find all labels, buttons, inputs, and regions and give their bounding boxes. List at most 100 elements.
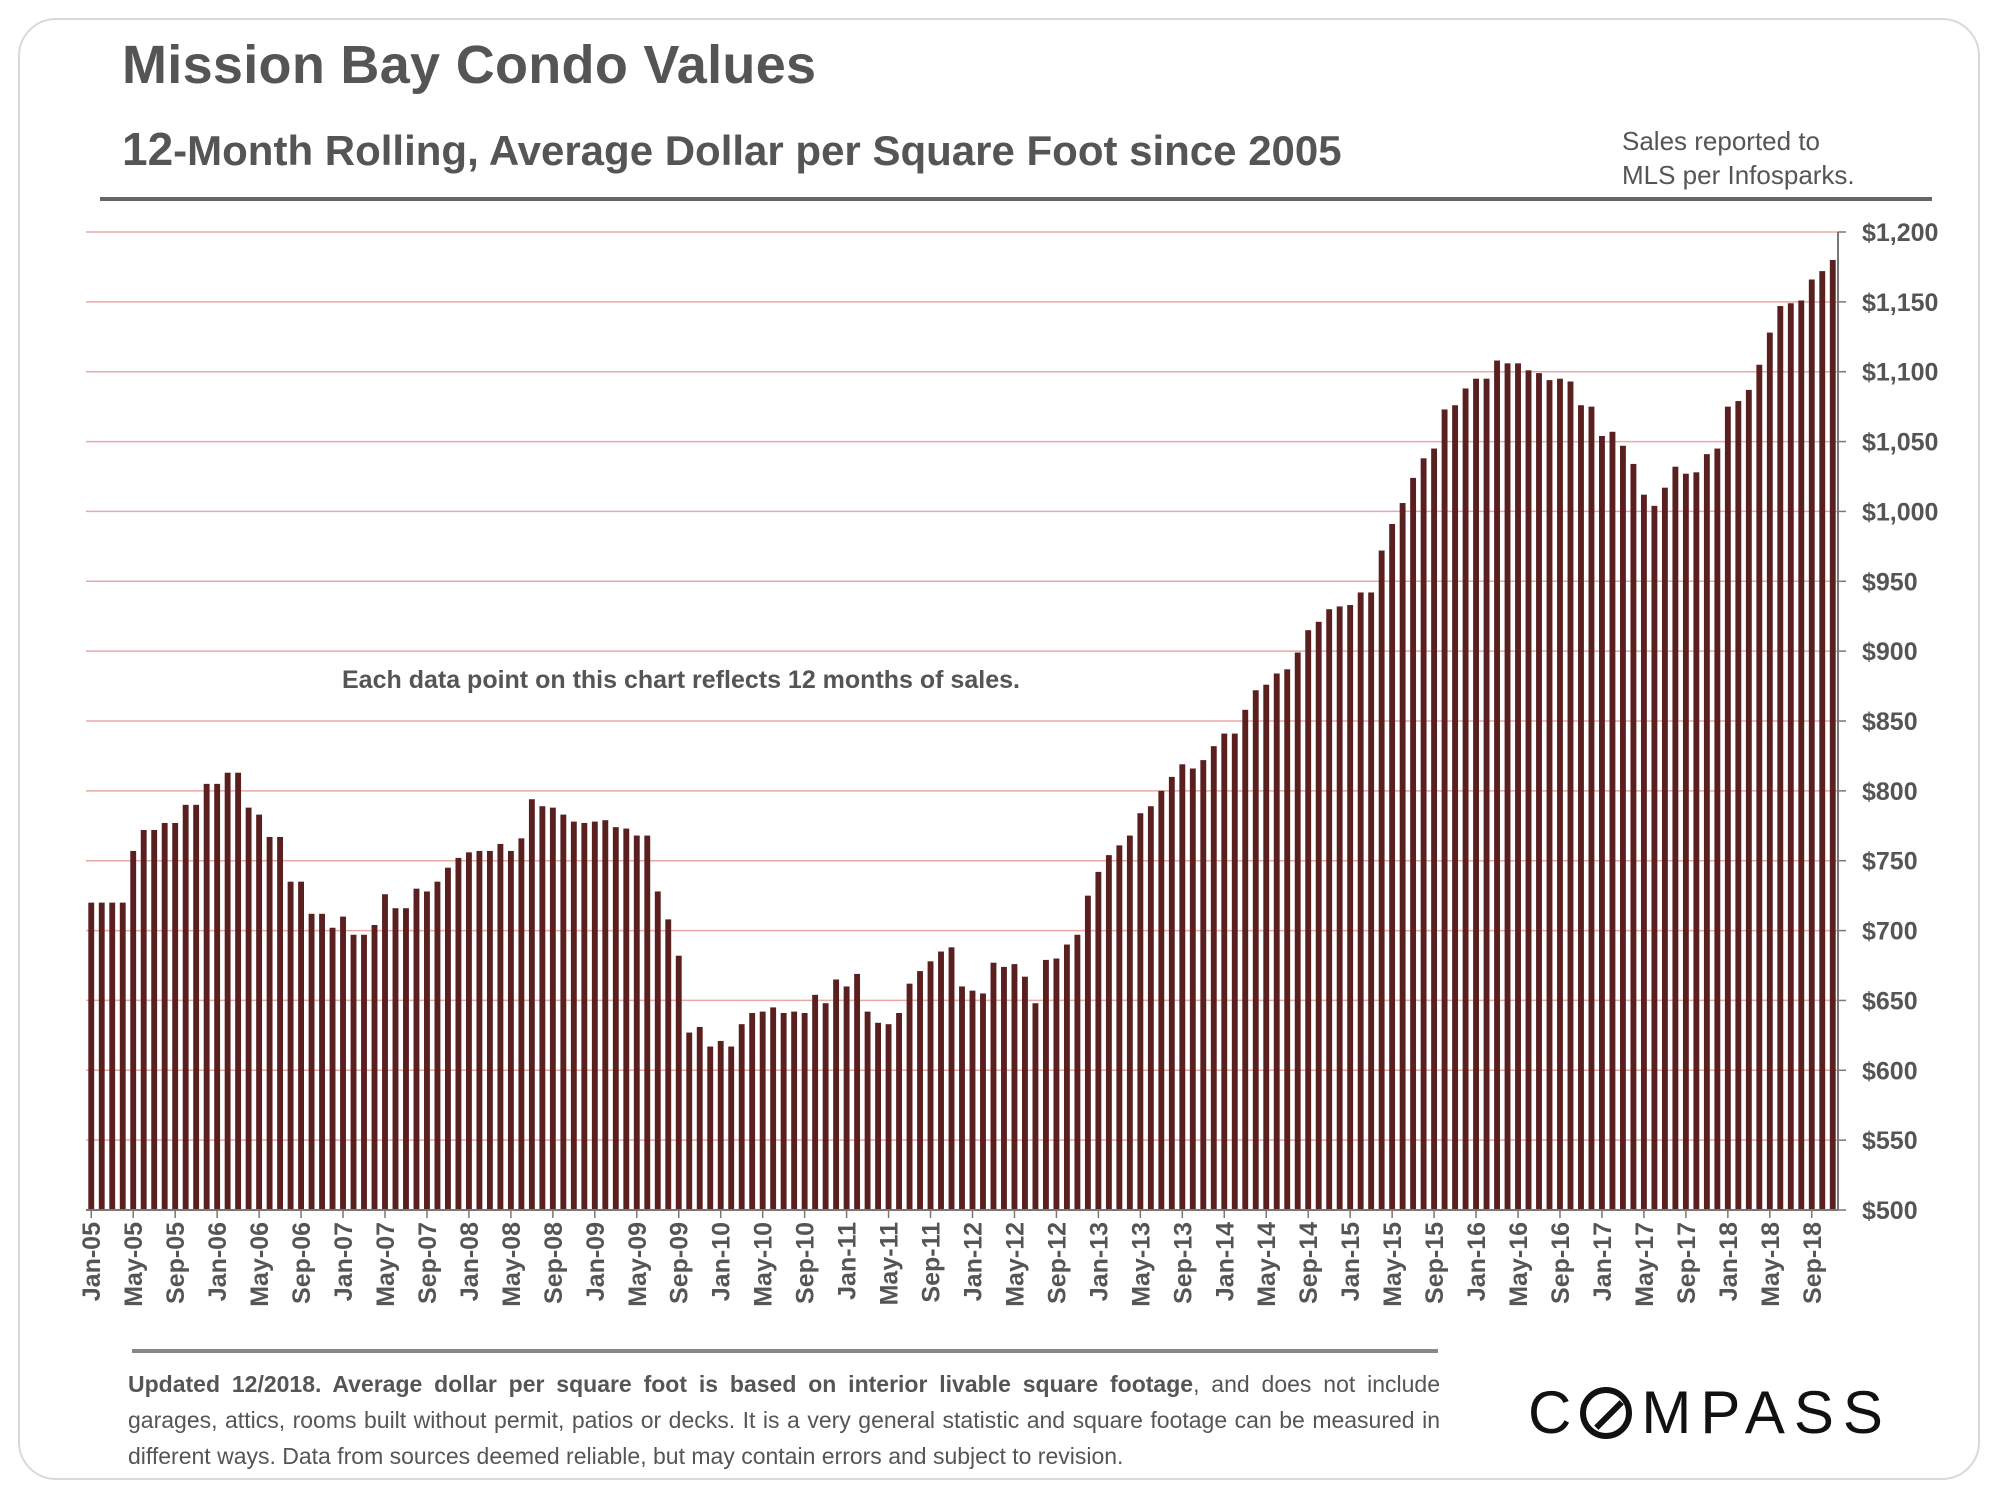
bar — [633, 835, 640, 1210]
bar — [780, 1013, 787, 1210]
x-tick-label: Sep-18 — [1799, 1222, 1827, 1304]
x-tick-label: Jan-10 — [708, 1222, 736, 1301]
bar — [917, 971, 923, 1210]
bar — [1745, 389, 1752, 1210]
x-tick-label: Jan-16 — [1463, 1222, 1491, 1301]
bar — [707, 1046, 714, 1210]
y-tick-label: $1,000 — [1862, 498, 1938, 526]
bar — [382, 894, 388, 1210]
x-tick-label: Jan-08 — [456, 1222, 484, 1301]
bar — [1462, 388, 1469, 1211]
bar — [644, 835, 651, 1210]
bar — [812, 994, 819, 1210]
bar — [770, 1007, 777, 1210]
footer-bold-text: Updated 12/2018. Average dollar per squa… — [128, 1371, 1194, 1397]
x-tick-label: Sep-15 — [1421, 1222, 1449, 1304]
bar — [560, 814, 567, 1210]
source-note: Sales reported to MLS per Infosparks. — [1622, 124, 1922, 192]
bar — [1399, 503, 1406, 1210]
x-tick-label: Jan-17 — [1589, 1222, 1617, 1301]
source-line-2: MLS per Infosparks. — [1622, 160, 1855, 190]
bar — [1294, 652, 1301, 1210]
y-tick-label: $1,100 — [1862, 359, 1938, 387]
bar — [1599, 435, 1605, 1210]
bar — [612, 827, 619, 1210]
x-tick-label: Jan-15 — [1337, 1222, 1365, 1301]
bar — [1819, 271, 1826, 1210]
bar — [875, 1022, 882, 1210]
bar — [1305, 630, 1312, 1210]
logo-text: MPASS — [1641, 1379, 1892, 1446]
x-tick-label: Sep-05 — [162, 1222, 190, 1304]
x-tick-label: Jan-09 — [582, 1222, 610, 1301]
x-tick-label: Sep-13 — [1169, 1222, 1197, 1304]
x-tick-label: May-18 — [1757, 1222, 1785, 1307]
x-tick-label: Jan-05 — [78, 1222, 106, 1301]
bar — [1420, 458, 1427, 1210]
bar — [1231, 733, 1238, 1210]
x-tick-label: Sep-14 — [1295, 1222, 1323, 1304]
bar — [1777, 306, 1784, 1210]
compass-logo: C MPASS — [1528, 1379, 1892, 1446]
x-tick-label: Jan-13 — [1085, 1222, 1113, 1301]
x-tick-label: Sep-11 — [918, 1222, 946, 1303]
bar — [885, 1024, 892, 1210]
x-tick-label: May-09 — [624, 1222, 652, 1307]
bar — [1473, 378, 1479, 1210]
bar — [602, 820, 609, 1210]
y-tick-label: $850 — [1862, 708, 1918, 736]
bar — [445, 867, 451, 1210]
x-tick-label: Jan-18 — [1715, 1222, 1743, 1301]
x-tick-label: Sep-07 — [414, 1222, 442, 1304]
bar — [1483, 378, 1490, 1210]
bar — [224, 772, 231, 1210]
bar — [738, 1024, 745, 1210]
bar — [1546, 380, 1553, 1210]
bar — [1179, 764, 1186, 1210]
bar — [486, 850, 493, 1210]
x-tick-label: May-13 — [1127, 1222, 1155, 1307]
x-tick-label: Sep-08 — [540, 1222, 568, 1304]
bar — [1242, 709, 1249, 1210]
bar — [1158, 790, 1165, 1210]
bar — [266, 836, 273, 1210]
bar — [1221, 733, 1228, 1210]
bar — [686, 1032, 693, 1210]
bar — [927, 961, 934, 1210]
footer-text: , and does not include garages, attics, … — [128, 1371, 1440, 1469]
bar — [1042, 959, 1049, 1210]
bar — [1336, 606, 1343, 1210]
bar — [1452, 405, 1459, 1210]
y-tick-label: $750 — [1862, 848, 1918, 876]
bar — [1515, 363, 1521, 1210]
bar — [938, 951, 944, 1210]
bar — [1147, 806, 1154, 1210]
bar — [570, 821, 577, 1210]
bar — [539, 806, 546, 1210]
bar — [1168, 776, 1175, 1210]
bar — [1095, 871, 1102, 1210]
bar — [1347, 605, 1354, 1210]
bar — [203, 783, 210, 1210]
x-tick-label: Sep-10 — [792, 1222, 820, 1304]
bar — [361, 934, 367, 1210]
x-tick-label: May-12 — [1001, 1222, 1029, 1307]
bar — [1494, 360, 1500, 1211]
bar — [1378, 550, 1385, 1210]
bar — [1441, 409, 1448, 1210]
bar — [1263, 684, 1270, 1210]
bar — [1567, 381, 1574, 1211]
bar — [822, 1003, 829, 1210]
bar — [959, 986, 965, 1210]
bar — [1766, 332, 1773, 1210]
bar — [403, 908, 409, 1210]
bar — [182, 804, 189, 1210]
bar — [287, 881, 294, 1210]
bar — [1137, 813, 1144, 1210]
bar — [476, 850, 483, 1210]
bar — [1808, 279, 1815, 1210]
source-line-1: Sales reported to — [1622, 126, 1821, 156]
bar — [193, 804, 200, 1210]
x-tick-label: May-07 — [372, 1222, 400, 1307]
bar — [319, 913, 325, 1210]
